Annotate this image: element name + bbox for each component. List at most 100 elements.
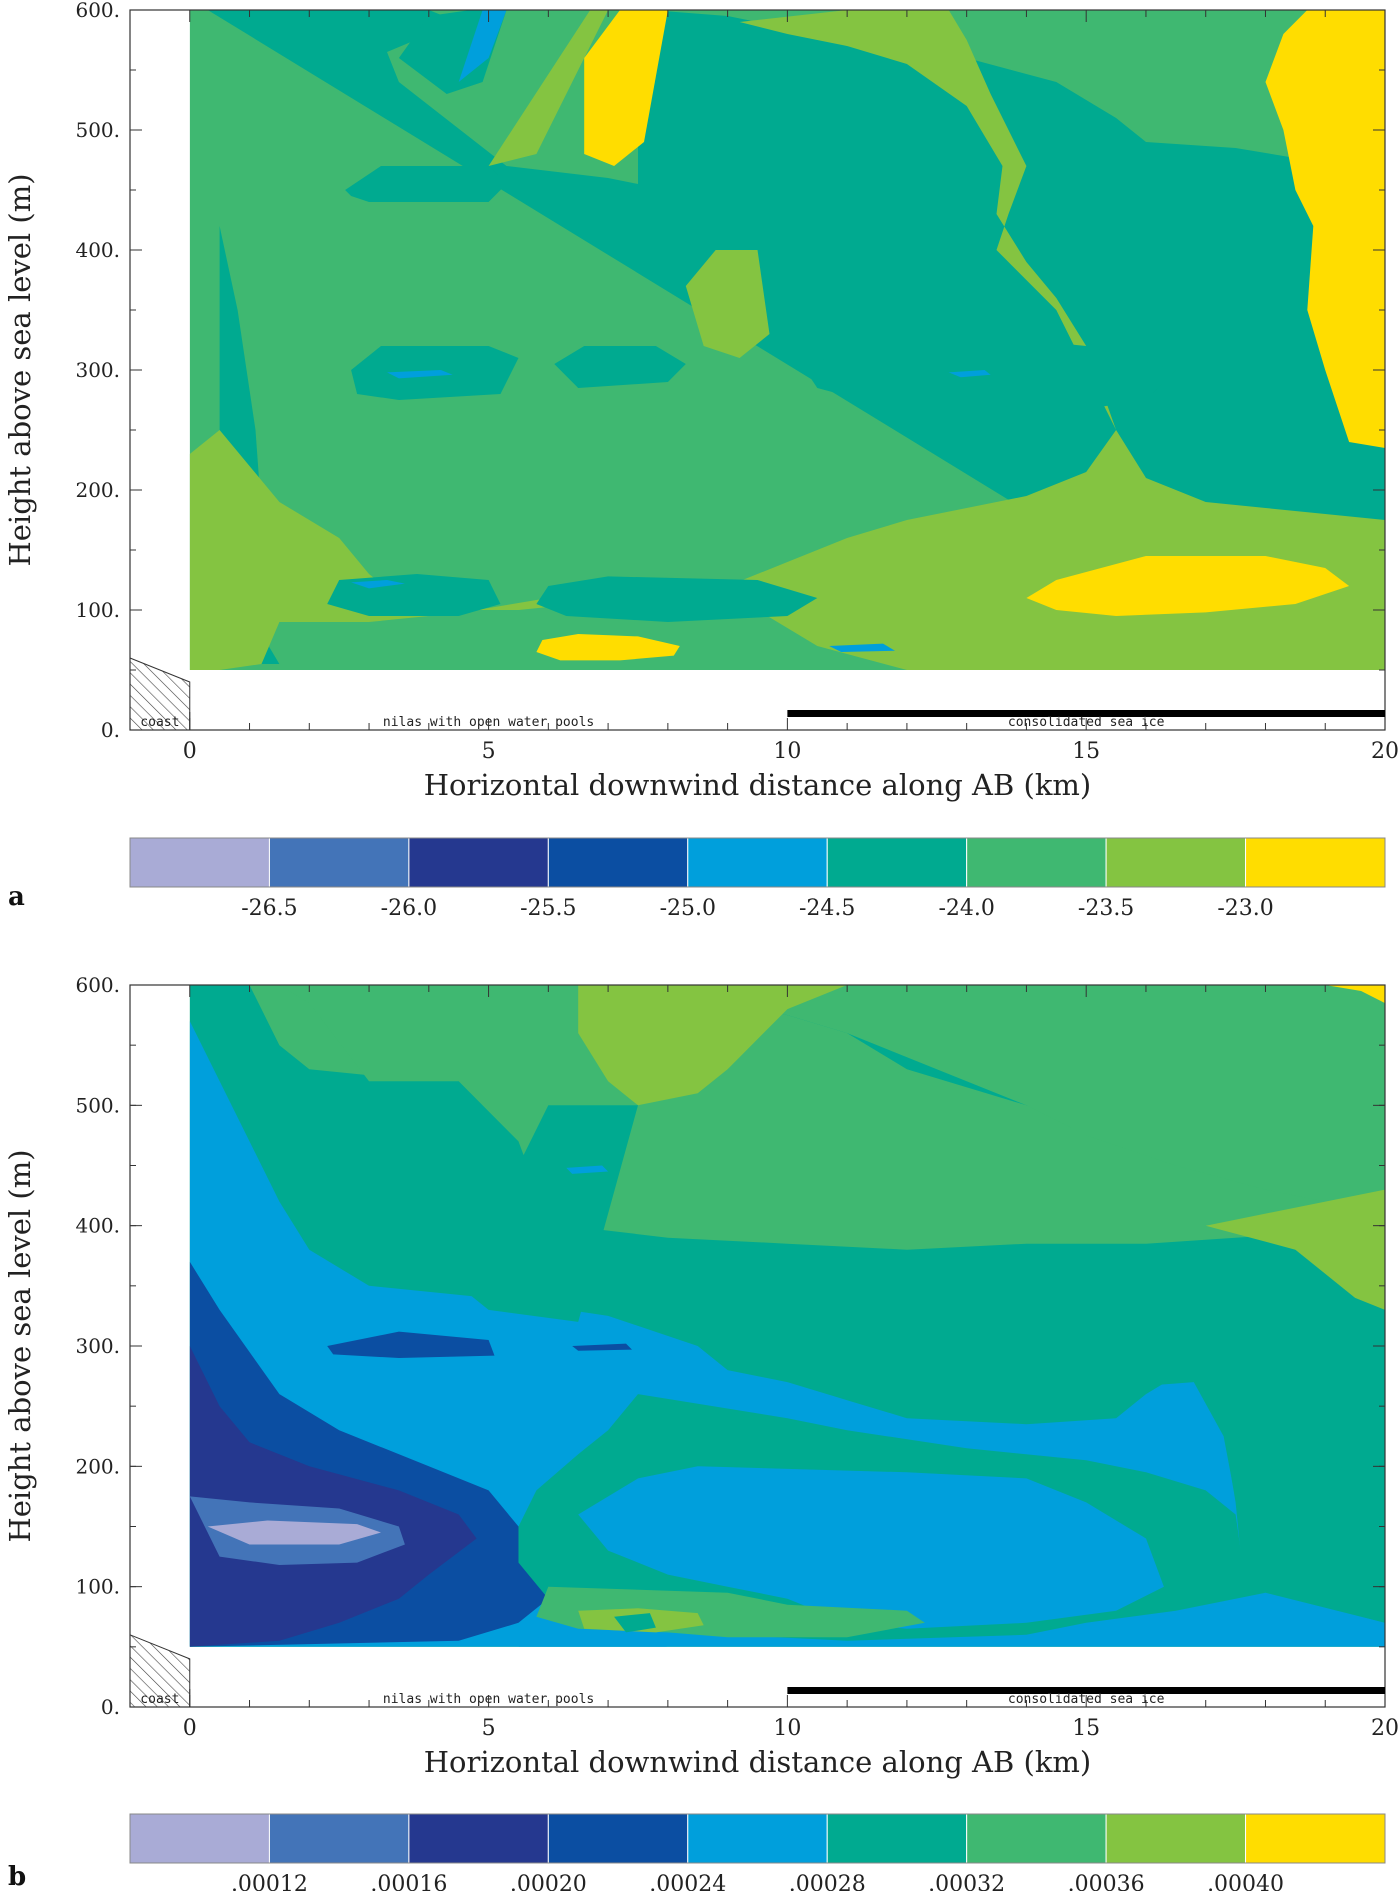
contour-region [805, 334, 1176, 418]
contour-region [518, 1632, 668, 1647]
contour-region [614, 1613, 656, 1633]
y-tick-label: 200. [75, 478, 120, 502]
contour-region [829, 643, 895, 652]
panel-b: coast nilas with open water pools consolid… [3, 973, 1399, 1891]
contour-region [458, 10, 507, 82]
contour-region [1026, 556, 1350, 616]
x-tick-label: 5 [482, 1716, 496, 1741]
colorbar-swatch [129, 837, 270, 888]
y-tick-label: 300. [75, 358, 120, 382]
contour-region [458, 1105, 638, 1322]
y-tick-label: 600. [75, 0, 120, 22]
y-tick-label: 200. [75, 1454, 120, 1478]
colorbar-swatch [826, 1813, 968, 1864]
colorbar-swatch [687, 1813, 828, 1864]
colorbar-label: .00032 [928, 1872, 1005, 1891]
colorbar-swatch [129, 1813, 270, 1864]
contour-region [578, 985, 848, 1106]
colorbar-swatch [1105, 837, 1247, 888]
y-tick-label: 500. [75, 118, 120, 142]
x-axis-title: Horizontal downwind distance along AB (k… [424, 1745, 1091, 1779]
colorbar-label: .00020 [510, 1872, 587, 1891]
contour-region [351, 580, 405, 589]
colorbar-swatch [1245, 837, 1386, 888]
contour-region [189, 1346, 477, 1647]
colorbar-swatch [826, 837, 968, 888]
contour-region [536, 634, 680, 661]
contour-region [189, 10, 1385, 670]
contour-region [327, 574, 501, 616]
colorbar-swatch [547, 837, 689, 888]
colorbar-swatch [408, 1813, 549, 1864]
contour-region [1325, 985, 1385, 1004]
sea-ice-bar [787, 710, 1385, 717]
sea-ice-bar [787, 1687, 1385, 1694]
panel-label: a [8, 882, 25, 912]
contour-region [584, 10, 668, 166]
panel-label: b [8, 1862, 26, 1891]
x-tick-label: 5 [482, 739, 496, 764]
colorbar-swatch [966, 837, 1107, 888]
contour-region [536, 576, 818, 622]
colorbar-swatch [547, 1813, 689, 1864]
y-tick-label: 600. [75, 973, 120, 997]
y-tick-label: 0. [101, 1695, 120, 1719]
colorbar-label: .00028 [789, 1872, 866, 1891]
colorbar-frame [129, 1813, 1386, 1864]
contour-region [1205, 1189, 1385, 1310]
colorbar-label: -23.5 [1078, 896, 1134, 921]
contour-region [387, 370, 453, 379]
contour-region [912, 166, 997, 193]
y-tick-label: 400. [75, 238, 120, 262]
x-tick-label: 15 [1072, 1716, 1100, 1741]
contour-region [685, 250, 770, 358]
y-axis-title: Height above sea level (m) [3, 1149, 37, 1542]
x-tick-label: 0 [183, 739, 197, 764]
y-tick-label: 300. [75, 1334, 120, 1358]
y-tick-label: 500. [75, 1093, 120, 1117]
colorbar-label: .00040 [1207, 1872, 1284, 1891]
contour-region [207, 1520, 381, 1545]
colorbar-label: .00024 [649, 1872, 726, 1891]
colorbar-swatch [1105, 1813, 1247, 1864]
contour-region [578, 1466, 1164, 1629]
colorbar-label: -24.0 [938, 896, 994, 921]
x-tick-label: 10 [773, 1716, 801, 1741]
contour-region [566, 1165, 609, 1174]
y-tick-label: 400. [75, 1214, 120, 1238]
colorbar-label: -26.0 [381, 896, 437, 921]
colorbar-swatch [268, 837, 410, 888]
colorbar-label: -26.5 [241, 896, 297, 921]
colorbar-label: .00016 [370, 1872, 447, 1891]
colorbar-swatch [1245, 1813, 1386, 1864]
colorbar-swatch [966, 1813, 1107, 1864]
contour-field [189, 10, 1385, 670]
panel-a: coast nilas with open water pools consolid… [3, 0, 1399, 921]
x-tick-label: 20 [1371, 1716, 1399, 1741]
x-tick-label: 15 [1072, 739, 1100, 764]
x-tick-label: 10 [773, 739, 801, 764]
colorbar-swatch [408, 837, 549, 888]
y-tick-label: 100. [75, 598, 120, 622]
x-axis-title: Horizontal downwind distance along AB (k… [424, 768, 1091, 802]
colorbar-label: -24.5 [799, 896, 855, 921]
colorbar-swatch [687, 837, 828, 888]
contour-region [554, 346, 686, 388]
contour-region [345, 166, 507, 202]
x-tick-label: 0 [183, 1716, 197, 1741]
colorbar-label: .00012 [231, 1872, 308, 1891]
y-tick-label: 100. [75, 1575, 120, 1599]
x-tick-label: 20 [1371, 739, 1399, 764]
colorbar-frame [129, 837, 1386, 888]
contour-field [189, 985, 1385, 1647]
contour-region [787, 1279, 1385, 1623]
y-axis-title: Height above sea level (m) [3, 173, 37, 566]
contour-region [572, 1343, 632, 1351]
surface-label-coast: coast [140, 1692, 179, 1707]
colorbar-label: .00036 [1068, 1872, 1145, 1891]
colorbar-swatch [268, 1813, 410, 1864]
colorbar-label: -25.5 [520, 896, 576, 921]
contour-region [948, 370, 991, 378]
contour-region [1265, 10, 1385, 448]
